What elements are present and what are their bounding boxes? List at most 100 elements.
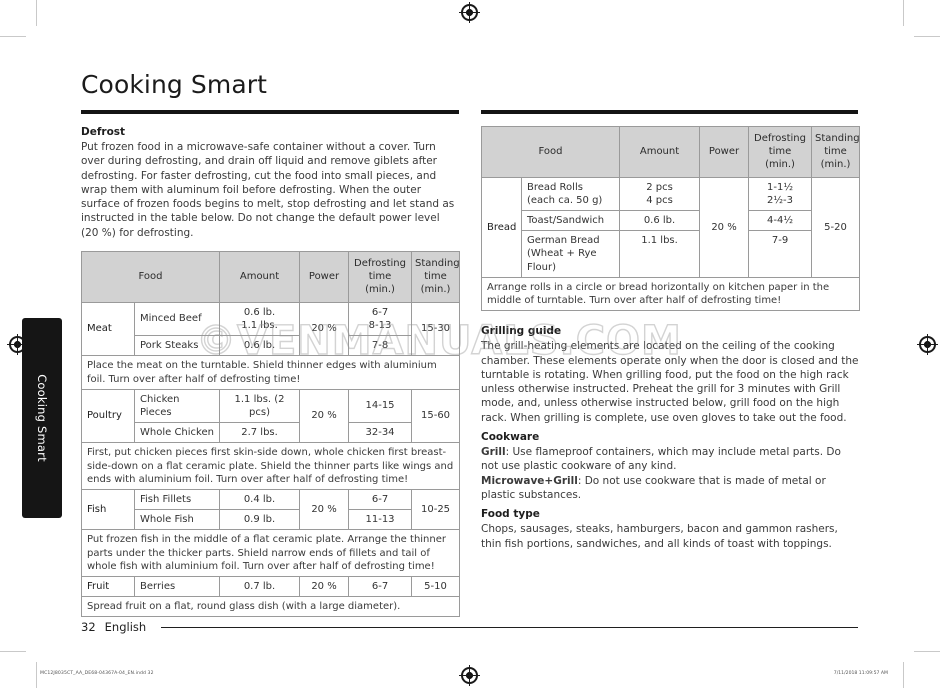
table-note-row: Place the meat on the turntable. Shield … xyxy=(80,355,461,390)
category-fish: Fish xyxy=(81,488,135,531)
food-amount: 2 pcs 4 pcs xyxy=(619,176,701,212)
food-name: Bread Rolls (each ca. 50 g) xyxy=(520,176,621,212)
food-standing-time: 5-20 xyxy=(811,176,861,278)
print-timestamp: 7/11/2018 11:09:57 AM xyxy=(833,671,888,676)
defrost-body: Put frozen food in a microwave-safe cont… xyxy=(81,141,455,239)
food-standing-time: 5-10 xyxy=(411,575,461,598)
table-note-row: First, put chicken pieces first skin-sid… xyxy=(80,442,461,490)
food-name: Pork Steaks xyxy=(133,335,221,357)
crop-mark-bottom-left-vertical xyxy=(36,662,37,688)
table-row: Bread Bread Rolls (each ca. 50 g) 2 pcs … xyxy=(481,176,861,278)
food-amount: 0.4 lb. xyxy=(219,488,301,511)
microwave-grill-label: Microwave+Grill xyxy=(481,474,578,487)
cookware-heading: Cookware xyxy=(481,431,540,444)
food-power: 20 % xyxy=(299,388,350,444)
crop-mark-top-right-vertical xyxy=(903,0,904,26)
food-amount: 0.6 lb. xyxy=(219,335,301,357)
page-number: 32 xyxy=(81,620,96,634)
crop-mark-bottom-left-horizontal xyxy=(0,651,26,652)
food-defrosting-time: 4-4½ xyxy=(748,210,813,232)
registration-mark-right xyxy=(917,334,938,355)
table-note-row: Arrange rolls in a circle or bread horiz… xyxy=(480,276,861,312)
table-header-row: Food Amount Power Defrosting time (min.)… xyxy=(80,251,461,303)
food-standing-time: 10-25 xyxy=(411,488,461,531)
food-power: 20 % xyxy=(299,301,350,357)
food-name: Chicken Pieces xyxy=(133,388,221,424)
table-row: Fish Fish Fillets 0.4 lb. 20 % 6-7 10-25 xyxy=(81,488,461,531)
food-name: Berries xyxy=(133,575,221,598)
food-amount: 0.6 lb. xyxy=(619,210,701,232)
registration-mark-bottom xyxy=(459,665,480,686)
food-defrosting-time: 6-7 8-13 xyxy=(348,301,413,337)
grilling-guide-body: The grill-heating elements are located o… xyxy=(481,340,859,424)
table-row: German Bread (Wheat + Rye Flour) 1.1 lbs… xyxy=(482,230,860,278)
header-defrosting-time: Defrosting time (min.) xyxy=(348,251,413,303)
defrost-heading: Defrost xyxy=(81,126,126,138)
table-note-row: Spread fruit on a flat, round glass dish… xyxy=(80,596,461,618)
food-amount: 1.1 lbs. xyxy=(619,230,701,278)
category-meat: Meat xyxy=(81,301,135,357)
print-file-code: MC12J8035CT_AA_DE68-04367A-04_EN.indd 32 xyxy=(40,671,154,676)
header-power: Power xyxy=(699,126,750,178)
header-food: Food xyxy=(480,126,621,178)
table-row: Meat Minced Beef 0.6 lb. 1.1 lbs. 20 % 6… xyxy=(81,301,461,357)
food-amount: 0.7 lb. xyxy=(219,575,301,598)
header-amount: Amount xyxy=(219,251,301,303)
food-defrosting-time: 32-34 xyxy=(348,422,413,444)
header-amount: Amount xyxy=(619,126,701,178)
grill-label: Grill xyxy=(481,446,506,459)
food-defrosting-time: 11-13 xyxy=(348,509,413,531)
table-row: Fruit Berries 0.7 lb. 20 % 6-7 5-10 xyxy=(81,575,461,598)
page-language: English xyxy=(104,620,147,634)
category-note: Place the meat on the turntable. Shield … xyxy=(80,355,461,390)
table-row: Whole Chicken 2.7 lbs. 32-34 xyxy=(82,422,460,444)
category-note: Arrange rolls in a circle or bread horiz… xyxy=(480,276,861,312)
table-header-row: Food Amount Power Defrosting time (min.)… xyxy=(480,126,861,178)
crop-mark-bottom-right-horizontal xyxy=(914,651,940,652)
header-defrosting-time: Defrosting time (min.) xyxy=(748,126,813,178)
food-name: Whole Fish xyxy=(133,509,221,531)
category-note: Spread fruit on a flat, round glass dish… xyxy=(80,596,461,618)
food-name: Toast/Sandwich xyxy=(520,210,621,232)
crop-mark-top-left-vertical xyxy=(36,0,37,26)
page-title: Cooking Smart xyxy=(81,70,268,99)
food-amount: 1.1 lbs. (2 pcs) xyxy=(219,388,301,424)
category-poultry: Poultry xyxy=(81,388,135,444)
right-column: Food Amount Power Defrosting time (min.)… xyxy=(480,126,861,551)
table-row: Toast/Sandwich 0.6 lb. 4-4½ xyxy=(482,210,860,232)
food-amount: 0.9 lb. xyxy=(219,509,301,531)
footer-rule xyxy=(161,626,858,628)
food-defrosting-time: 6-7 xyxy=(348,575,413,598)
header-food: Food xyxy=(80,251,221,303)
food-name: German Bread (Wheat + Rye Flour) xyxy=(520,230,621,278)
food-amount: 2.7 lbs. xyxy=(219,422,301,444)
title-rule-right xyxy=(481,110,858,114)
food-name: Minced Beef xyxy=(133,301,221,337)
food-defrosting-time: 7-8 xyxy=(348,335,413,357)
chapter-tab-label: Cooking Smart xyxy=(35,374,49,462)
food-defrosting-time: 7-9 xyxy=(748,230,813,278)
food-standing-time: 15-30 xyxy=(411,301,461,357)
cookware-grill-text: Grill: Use flameproof containers, which … xyxy=(481,446,841,473)
cookware-microwave-grill-text: Microwave+Grill: Do not use cookware tha… xyxy=(481,474,826,501)
food-standing-time: 15-60 xyxy=(411,388,461,444)
registration-mark-top xyxy=(459,2,480,23)
header-standing-time: Standing time (min.) xyxy=(811,126,861,178)
category-fruit: Fruit xyxy=(81,575,135,598)
table-row: Whole Fish 0.9 lb. 11-13 xyxy=(82,509,460,531)
crop-mark-top-right-horizontal xyxy=(914,36,940,37)
crop-mark-bottom-right-vertical xyxy=(903,662,904,688)
chapter-tab: Cooking Smart xyxy=(22,318,62,518)
category-note: Put frozen fish in the middle of a flat … xyxy=(80,529,461,577)
food-name: Whole Chicken xyxy=(133,422,221,444)
header-power: Power xyxy=(299,251,350,303)
grilling-guide-heading: Grilling guide xyxy=(481,325,562,338)
food-name: Fish Fillets xyxy=(133,488,221,511)
table-note-row: Put frozen fish in the middle of a flat … xyxy=(80,529,461,577)
food-defrosting-time: 6-7 xyxy=(348,488,413,511)
food-defrosting-time: 1-1½ 2½-3 xyxy=(748,176,813,212)
food-power: 20 % xyxy=(699,176,750,278)
crop-mark-top-left-horizontal xyxy=(0,36,26,37)
title-rule-left xyxy=(81,110,459,114)
defrost-table: Food Amount Power Defrosting time (min.)… xyxy=(80,251,461,618)
